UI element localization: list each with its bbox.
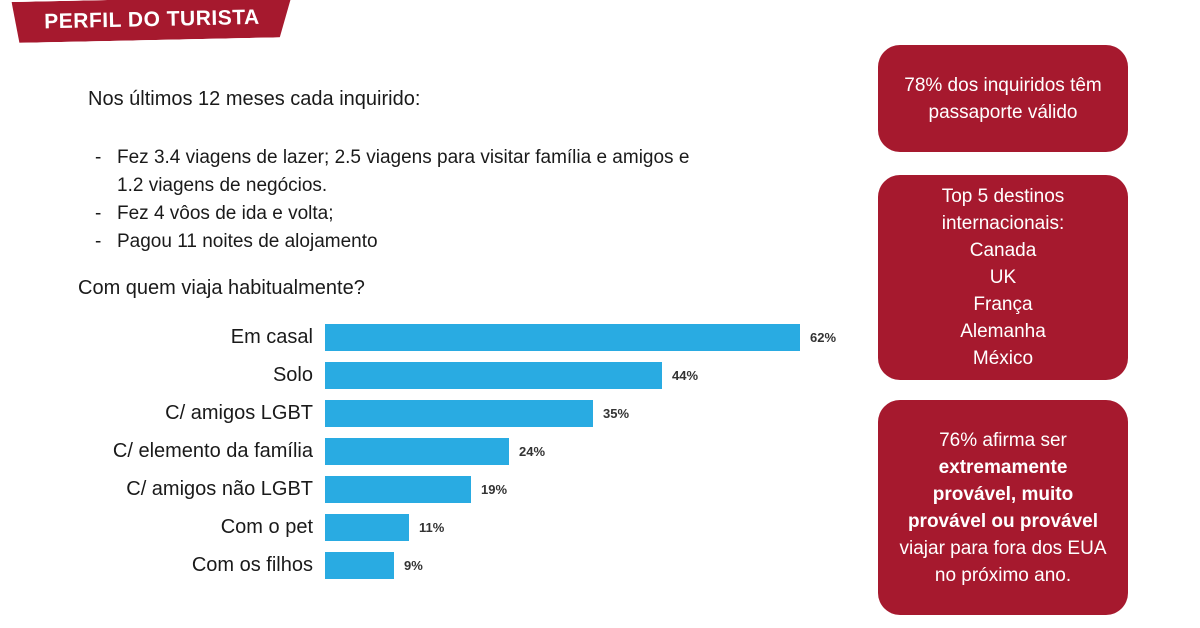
page-title: PERFIL DO TURISTA [44,5,260,33]
destinations-title: Top 5 destinos internacionais: [941,186,1065,234]
page-title-ribbon: PERFIL DO TURISTA [12,0,293,43]
intro-heading: Nos últimos 12 meses cada inquirido: [88,88,421,110]
chart-bar-area: 9% [325,551,860,579]
bullet-item: - Fez 3.4 viagens de lazer; 2.5 viagens … [95,144,695,200]
chart-bar [325,323,800,351]
travel-intent-prefix: 76% afirma ser [939,429,1067,451]
bullet-marker: - [95,231,102,252]
travel-intent-text: 76% afirma ser extremamente provável, mu… [896,427,1110,589]
chart-value-label: 11% [419,519,445,535]
bullet-item: - Pagou 11 noites de alojamento [95,228,695,256]
bullet-text: Fez 4 vôos de ida e volta; [117,203,334,224]
travel-intent-suffix: viajar para fora dos EUA no próximo ano. [899,537,1107,586]
chart-bar-area: 62% [325,323,860,351]
chart-bar [325,437,509,465]
chart-row: Solo 44% [60,356,860,394]
travel-intent-bold: extremamente provável, muito provável ou… [907,456,1099,532]
bullet-marker: - [95,147,102,168]
chart-category-label: Com o pet [220,515,313,538]
chart-row: Com o pet 11% [60,508,860,546]
chart-bar [325,399,593,427]
chart-value-label: 19% [481,481,508,497]
chart-category-label: C/ amigos LGBT [165,401,313,424]
bullet-item: - Fez 4 vôos de ida e volta; [95,200,695,228]
chart-value-label: 62% [810,329,837,345]
bullet-text: Pagou 11 noites de alojamento [117,231,378,252]
chart-row: C/ amigos não LGBT 19% [60,470,860,508]
chart-value-label: 44% [672,367,699,383]
chart-category-label: Solo [272,363,313,386]
chart-row: C/ amigos LGBT 35% [60,394,860,432]
destination-item: Canada [969,240,1037,261]
chart-row: Com os filhos 9% [60,546,860,584]
destination-item: Alemanha [960,321,1046,342]
chart-bar [325,361,662,389]
chart-category-label: Com os filhos [191,553,313,576]
chart-row: C/ elemento da família 24% [60,432,860,470]
stat-card-passport-text: 78% dos inquiridos têm passaporte válido [904,74,1102,123]
bullet-list: - Fez 3.4 viagens de lazer; 2.5 viagens … [95,144,695,256]
chart-question: Com quem viaja habitualmente? [78,277,365,299]
destination-item: UK [989,267,1017,288]
chart-bar-area: 44% [325,361,860,389]
chart-category-label: C/ elemento da família [112,439,313,462]
chart-value-label: 35% [603,405,630,421]
bar-chart: Em casal 62% Solo 44% C/ amigos LGBT 35% C/ el… [60,318,860,584]
bullet-text: Fez 3.4 viagens de lazer; 2.5 viagens pa… [117,147,690,196]
chart-bar-area: 19% [325,475,860,503]
chart-row: Em casal 62% [60,318,860,356]
chart-category-label: Em casal [230,325,313,348]
stat-card-travel-intent: 76% afirma ser extremamente provável, mu… [878,400,1128,615]
chart-bar [325,475,471,503]
stat-card-passport: 78% dos inquiridos têm passaporte válido [878,45,1128,152]
chart-bar-area: 35% [325,399,860,427]
chart-value-label: 9% [404,557,423,573]
bullet-marker: - [95,203,102,224]
destination-item: França [973,294,1033,315]
chart-bar-area: 24% [325,437,860,465]
chart-category-label: C/ amigos não LGBT [126,477,313,500]
stat-card-destinations: Top 5 destinos internacionais: Canada UK… [878,175,1128,380]
destination-item: México [972,348,1034,369]
chart-bar [325,551,394,579]
chart-bar-area: 11% [325,513,860,541]
chart-value-label: 24% [519,443,546,459]
chart-bar [325,513,409,541]
